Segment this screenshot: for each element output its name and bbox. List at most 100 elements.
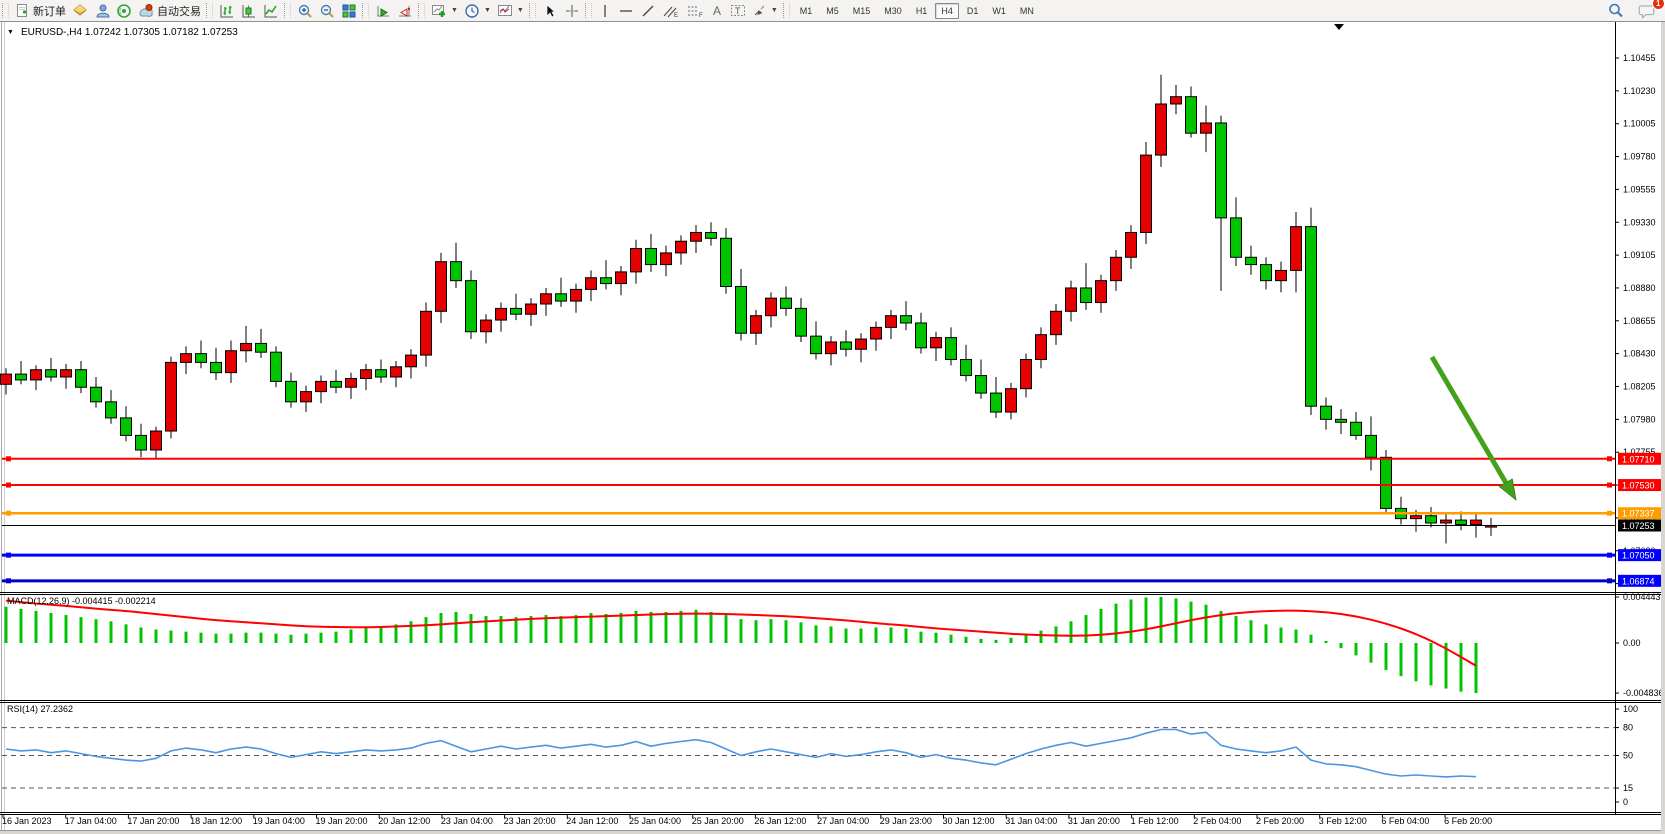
svg-text:1.07253: 1.07253	[1622, 521, 1655, 531]
svg-text:15: 15	[1623, 783, 1633, 793]
periods-button[interactable]: ▼	[461, 1, 494, 21]
horizontal-support-line[interactable]: 1.07050	[2, 549, 1664, 562]
vertical-line-icon	[604, 4, 606, 17]
svg-text:1.08655: 1.08655	[1623, 316, 1656, 326]
time-axis-label: 19 Jan 20:00	[315, 816, 368, 826]
fibonacci-button[interactable]: F	[683, 1, 707, 21]
svg-text:-0.004836: -0.004836	[1623, 688, 1664, 698]
trendline-button[interactable]	[637, 1, 659, 21]
timeframe-button-h4[interactable]: H4	[935, 2, 959, 19]
zoom-out-icon	[320, 4, 334, 18]
svg-text:1.09105: 1.09105	[1623, 250, 1656, 260]
timeframe-button-m15[interactable]: M15	[852, 5, 871, 16]
indicators-icon	[432, 5, 445, 17]
new-order-button[interactable]: 新订单	[12, 1, 69, 21]
chevron-down-icon[interactable]: ▼	[770, 7, 778, 14]
autotrading-icon	[139, 4, 153, 17]
svg-text:E: E	[674, 13, 678, 19]
notification-badge: 1	[1651, 0, 1665, 10]
time-axis-label: 31 Jan 20:00	[1067, 816, 1120, 826]
macd-signal-line	[5, 599, 1477, 667]
time-axis-label: 23 Jan 04:00	[440, 816, 493, 826]
fibonacci-icon: F	[687, 6, 703, 19]
crosshair-button[interactable]	[561, 1, 583, 21]
chat-button[interactable]: 1	[1635, 0, 1665, 21]
cursor-button[interactable]	[539, 1, 561, 21]
zoom-in-button[interactable]	[294, 1, 316, 21]
chevron-down-icon[interactable]: ▼	[516, 7, 524, 14]
zoom-in-icon	[298, 4, 312, 18]
text-icon: A	[713, 4, 721, 18]
search-button[interactable]	[1604, 1, 1627, 21]
profile-button[interactable]	[91, 1, 113, 21]
text-label-button[interactable]: T	[727, 1, 749, 21]
toolbar-grip	[2, 3, 9, 18]
right-window-edge	[1661, 21, 1665, 834]
time-axis[interactable]: 16 Jan 2023 17 Jan 04:00 17 Jan 20:00 18 Ja…	[0, 815, 1665, 831]
chart-shift-marker	[1334, 24, 1344, 30]
arrows-button[interactable]: ▼	[749, 1, 781, 21]
trendline-icon	[642, 5, 654, 16]
candlestick-chart-button[interactable]	[238, 1, 260, 21]
vertical-line-button[interactable]	[595, 1, 615, 21]
tile-windows-button[interactable]	[338, 1, 360, 21]
macd-indicator-label: MACD(12,26,9) -0.004415 -0.002214	[7, 596, 156, 606]
line-chart-button[interactable]	[260, 1, 282, 21]
timeframe-button-m30[interactable]: M30	[884, 5, 902, 16]
autotrading-button[interactable]: 自动交易	[135, 1, 204, 21]
templates-button[interactable]: ▼	[494, 1, 527, 21]
chart-title-text: EURUSD-,H4 1.07242 1.07305 1.07182 1.072…	[20, 27, 238, 38]
time-axis-label: 17 Jan 20:00	[127, 816, 180, 826]
time-axis-label: 17 Jan 04:00	[64, 816, 117, 826]
indicators-button[interactable]: ▼	[428, 1, 461, 21]
horizontal-support-line[interactable]: 1.06874	[2, 574, 1664, 587]
zoom-out-button[interactable]	[316, 1, 338, 21]
broadcast-icon	[117, 4, 131, 18]
time-axis-label: 30 Jan 12:00	[942, 816, 995, 826]
auto-scroll-button[interactable]	[372, 1, 394, 21]
timeframe-button-w1[interactable]: W1	[992, 5, 1006, 16]
broadcast-button[interactable]	[113, 1, 135, 21]
timeframe-button-mn[interactable]: MN	[1019, 5, 1034, 16]
collapse-chart-icon[interactable]: ▼	[7, 29, 14, 36]
svg-text:T: T	[735, 6, 741, 16]
text-button[interactable]: A	[707, 1, 727, 21]
toolbar-grip	[362, 3, 369, 18]
bar-chart-button[interactable]	[216, 1, 238, 21]
candles	[0, 74, 1497, 544]
horizontal-support-line[interactable]: 1.07530	[2, 479, 1664, 492]
bar-chart-icon	[220, 4, 233, 17]
trend-arrow-annotation[interactable]	[1429, 355, 1517, 501]
time-axis-label: 6 Feb 20:00	[1444, 816, 1493, 826]
horizontal-line-button[interactable]	[615, 1, 637, 21]
time-axis-label: 2 Feb 20:00	[1256, 816, 1305, 826]
chart-title: ▼ EURUSD-,H4 1.07242 1.07305 1.07182 1.0…	[7, 27, 238, 38]
svg-text:1.08205: 1.08205	[1623, 382, 1656, 392]
svg-text:100: 100	[1623, 704, 1638, 714]
gold-bar-button[interactable]	[69, 1, 91, 21]
toolbar-button-label: 新订单	[33, 5, 66, 18]
bottom-window-edge	[0, 831, 1665, 834]
timeframe-button-m1[interactable]: M1	[799, 5, 813, 16]
timeframe-button-h1[interactable]: H1	[915, 5, 928, 16]
svg-text:A: A	[713, 4, 721, 18]
rsi-line	[5, 728, 1477, 778]
toolbar-grip	[284, 3, 291, 18]
channel-button[interactable]: E	[659, 1, 683, 21]
bid-price-line[interactable]: 1.07253	[2, 519, 1664, 532]
time-axis-label: 31 Jan 04:00	[1005, 816, 1058, 826]
horizontal-support-line[interactable]: 1.07337	[2, 507, 1664, 520]
svg-text:1.10230: 1.10230	[1623, 86, 1656, 96]
toolbar: 新订单 自动交易 ▼ ▼ ▼ E F A T ▼ M1 M5 M15 M30 H1 H4 D1 W1 MN 1	[0, 0, 1665, 22]
timeframe-button-m5[interactable]: M5	[826, 5, 839, 16]
svg-text:1.07980: 1.07980	[1623, 414, 1656, 424]
chevron-down-icon[interactable]: ▼	[451, 7, 458, 14]
chart-shift-button[interactable]	[394, 1, 416, 21]
horizontal-support-line[interactable]: 1.07710	[2, 452, 1664, 465]
timeframe-button-d1[interactable]: D1	[966, 5, 979, 16]
crosshair-icon	[565, 4, 578, 17]
svg-text:80: 80	[1623, 723, 1633, 733]
chevron-down-icon[interactable]: ▼	[483, 7, 491, 14]
